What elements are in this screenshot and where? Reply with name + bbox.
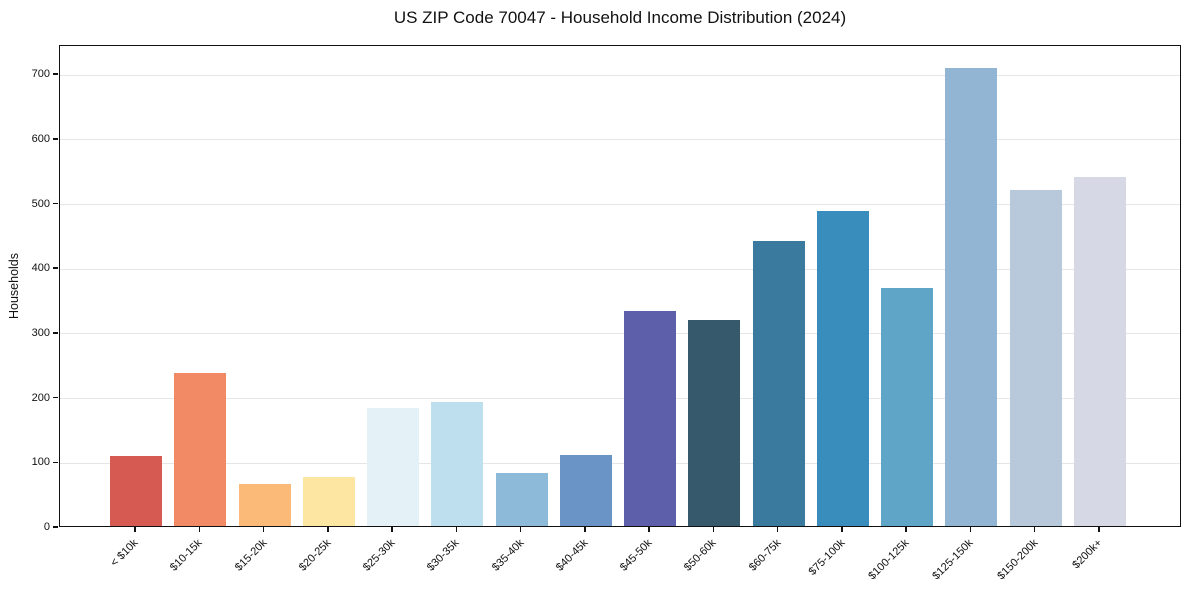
bar: [367, 408, 419, 526]
y-tick-label: 500: [31, 197, 50, 210]
x-tick-mark: [584, 527, 586, 532]
x-tick-mark: [969, 527, 971, 532]
y-gridline: [60, 204, 1180, 205]
y-tick-mark: [53, 73, 58, 75]
x-tick-mark: [776, 527, 779, 532]
y-tick-mark: [53, 202, 58, 205]
x-tick-mark: [327, 527, 329, 532]
y-tick-label: 0: [43, 521, 50, 533]
x-tick-mark: [262, 527, 265, 532]
y-tick-label: 200: [31, 391, 50, 404]
bar: [688, 320, 741, 526]
x-tick-mark: [712, 527, 714, 532]
x-tick-mark: [648, 527, 650, 532]
y-tick-label: 300: [31, 326, 50, 339]
bar: [110, 456, 162, 526]
plot-area: [59, 45, 1181, 527]
y-gridline: [60, 268, 1180, 270]
x-tick-mark: [198, 527, 200, 532]
bar: [1073, 176, 1126, 526]
y-tick-mark: [53, 138, 58, 140]
x-tick-mark: [391, 527, 393, 532]
bar: [238, 483, 291, 526]
y-tick-label: 700: [31, 68, 50, 81]
y-gridline: [60, 462, 1180, 464]
bar: [302, 477, 355, 526]
y-tick-mark: [53, 461, 58, 464]
bar: [816, 210, 869, 526]
y-gridline: [60, 74, 1180, 76]
y-tick-mark: [53, 267, 58, 269]
bar: [431, 401, 484, 526]
x-tick-mark: [1033, 527, 1036, 532]
x-tick-mark: [455, 527, 457, 532]
x-tick-mark: [134, 527, 136, 532]
bar: [881, 287, 933, 526]
chart-title: US ZIP Code 70047 - Household Income Dis…: [393, 8, 847, 27]
x-tick-mark: [905, 527, 907, 532]
y-tick-mark: [53, 396, 58, 399]
y-gridline: [60, 139, 1180, 141]
bar: [1009, 189, 1062, 526]
bar: [495, 472, 548, 526]
x-tick-mark: [841, 527, 843, 532]
y-gridline: [60, 333, 1180, 335]
y-tick-label: 100: [31, 456, 50, 469]
bar: [559, 455, 612, 526]
bar: [174, 372, 227, 526]
y-tick-mark: [53, 332, 58, 334]
y-gridline: [60, 398, 1180, 400]
x-tick-mark: [1098, 527, 1100, 532]
bar: [624, 311, 676, 526]
y-tick-label: 600: [31, 132, 50, 145]
y-tick-label: 400: [31, 262, 50, 275]
bar: [752, 241, 805, 526]
x-tick-label: < $10k: [108, 537, 141, 570]
x-tick-mark: [519, 527, 522, 532]
y-tick-mark: [53, 526, 58, 528]
bar: [945, 67, 998, 526]
